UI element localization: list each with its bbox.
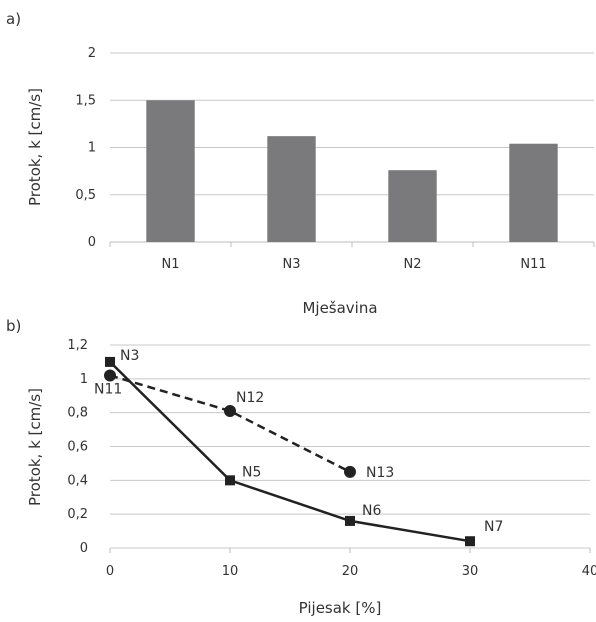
series-line-1 bbox=[109, 361, 471, 543]
line-chart-y-axis-label: Protok, k [cm/s] bbox=[26, 388, 44, 506]
bar-chart-panel: a) Protok, k [cm/s] Mješavina 00,511,52 … bbox=[6, 10, 595, 317]
point-label-n5: N5 bbox=[242, 464, 261, 480]
marker-n7 bbox=[465, 536, 475, 547]
line-chart-x-axis-label: Pijesak [%] bbox=[299, 599, 382, 617]
point-label-n6: N6 bbox=[362, 503, 381, 519]
bar-n11 bbox=[509, 143, 558, 242]
line-chart-y-tick-label: 1,2 bbox=[67, 338, 88, 353]
line-chart-y-tick-label: 0,2 bbox=[67, 507, 88, 522]
line-chart-x-tick-label: 0 bbox=[106, 564, 114, 579]
line-chart-y-tick-label: 0,4 bbox=[67, 473, 88, 488]
bar-chart-x-tick-label: N2 bbox=[404, 257, 422, 272]
bar-chart-x-axis-label: Mješavina bbox=[302, 299, 377, 317]
bar-chart-y-tick-label: 1,5 bbox=[75, 93, 96, 108]
line-chart-x-tick-label: 30 bbox=[462, 564, 479, 579]
line-chart-y-tick-label: 0,6 bbox=[67, 440, 88, 455]
panel-label-a: a) bbox=[6, 10, 21, 28]
bar-chart-y-tick-label: 2 bbox=[88, 46, 96, 61]
bar-chart-x-tick-label: N3 bbox=[283, 257, 301, 272]
line-chart-x-tick-label: 40 bbox=[582, 564, 596, 579]
bar-n2 bbox=[388, 170, 437, 242]
marker-n3 bbox=[105, 356, 115, 367]
line-chart-x-tick-label: 10 bbox=[222, 564, 239, 579]
line-chart-y-tick-label: 1 bbox=[80, 372, 88, 387]
bar-chart-y-tick-label: 1 bbox=[88, 141, 96, 156]
bar-n3 bbox=[267, 136, 316, 242]
line-chart-x-tick-label: 20 bbox=[342, 564, 359, 579]
bar-chart-y-tick-label: 0 bbox=[88, 235, 96, 250]
bar-chart-y-axis-label: Protok, k [cm/s] bbox=[26, 88, 44, 206]
point-label-n11: N11 bbox=[94, 381, 122, 397]
marker-n5 bbox=[225, 475, 235, 486]
line-chart-y-tick-label: 0,8 bbox=[67, 406, 88, 421]
marker-n12 bbox=[224, 404, 236, 417]
series-line-2 bbox=[109, 374, 351, 474]
line-chart-y-tick-label: 0 bbox=[80, 541, 88, 556]
point-label-n7: N7 bbox=[484, 519, 503, 535]
marker-n13 bbox=[344, 465, 356, 478]
bar-chart-x-tick-label: N11 bbox=[520, 257, 546, 272]
bar-chart-x-tick-label: N1 bbox=[162, 257, 180, 272]
marker-n6 bbox=[345, 515, 355, 526]
bar-n1 bbox=[146, 100, 195, 242]
point-label-n12: N12 bbox=[236, 390, 264, 406]
line-chart-panel: b) Protok, k [cm/s] Pijesak [%] 0 0,2 0,4 0… bbox=[6, 317, 596, 617]
point-label-n3: N3 bbox=[120, 348, 139, 364]
marker-n11 bbox=[104, 369, 116, 382]
bar-chart-y-tick-label: 0,5 bbox=[75, 188, 96, 203]
point-label-n13: N13 bbox=[366, 465, 394, 481]
panel-label-b: b) bbox=[6, 317, 21, 335]
